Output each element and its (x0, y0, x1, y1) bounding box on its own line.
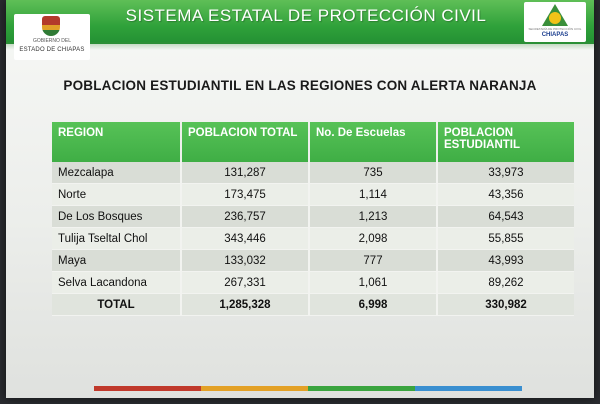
student-population-cell: 33,973 (438, 162, 574, 184)
chiapas-government-logo: GOBIERNO DEL ESTADO DE CHIAPAS (14, 14, 90, 60)
student-population-cell: 89,262 (438, 272, 574, 294)
color-bar-segment (94, 386, 201, 391)
total-student-population: 330,982 (438, 294, 574, 316)
table-row: Mezcalapa 131,287 735 33,973 (52, 162, 574, 184)
student-population-cell: 43,993 (438, 250, 574, 272)
logo-line-2: ESTADO DE CHIAPAS (19, 47, 85, 53)
color-bar-segment (415, 386, 522, 391)
decorative-color-bar (94, 386, 522, 391)
schools-cell: 1,213 (310, 206, 438, 228)
population-cell: 236,757 (182, 206, 310, 228)
population-cell: 131,287 (182, 162, 310, 184)
schools-cell: 735 (310, 162, 438, 184)
student-population-cell: 55,855 (438, 228, 574, 250)
region-cell: De Los Bosques (52, 206, 182, 228)
slide: SISTEMA ESTATAL DE PROTECCIÓN CIVIL GOBI… (6, 0, 594, 398)
logo-subtext: SECRETARÍA DE PROTECCIÓN CIVIL (528, 27, 582, 31)
student-population-cell: 64,543 (438, 206, 574, 228)
region-cell: Maya (52, 250, 182, 272)
page-title: POBLACION ESTUDIANTIL EN LAS REGIONES CO… (63, 78, 537, 93)
emblem-icon (549, 12, 561, 24)
population-cell: 133,032 (182, 250, 310, 272)
logo-line-1: GOBIERNO DEL (32, 38, 72, 44)
table-row: Selva Lacandona 267,331 1,061 89,262 (52, 272, 574, 294)
total-schools: 6,998 (310, 294, 438, 316)
color-bar-segment (201, 386, 308, 391)
population-cell: 343,446 (182, 228, 310, 250)
region-cell: Tulija Tseltal Chol (52, 228, 182, 250)
regions-table: REGION POBLACION TOTAL No. De Escuelas P… (52, 122, 574, 316)
logo-label: CHIAPAS (541, 32, 569, 38)
total-label: TOTAL (52, 294, 182, 316)
schools-cell: 777 (310, 250, 438, 272)
region-cell: Norte (52, 184, 182, 206)
table-row: Tulija Tseltal Chol 343,446 2,098 55,855 (52, 228, 574, 250)
student-population-cell: 43,356 (438, 184, 574, 206)
schools-cell: 1,061 (310, 272, 438, 294)
table-row: De Los Bosques 236,757 1,213 64,543 (52, 206, 574, 228)
color-bar-segment (308, 386, 415, 391)
region-cell: Mezcalapa (52, 162, 182, 184)
region-cell: Selva Lacandona (52, 272, 182, 294)
population-cell: 267,331 (182, 272, 310, 294)
schools-cell: 2,098 (310, 228, 438, 250)
column-header-student-population: POBLACION ESTUDIANTIL (438, 122, 574, 162)
header-title: SISTEMA ESTATAL DE PROTECCIÓN CIVIL (125, 6, 487, 25)
column-header-population: POBLACION TOTAL (182, 122, 310, 162)
table-header-row: REGION POBLACION TOTAL No. De Escuelas P… (52, 122, 574, 162)
coat-of-arms-icon (42, 16, 60, 36)
civil-protection-logo: SECRETARÍA DE PROTECCIÓN CIVIL CHIAPAS (524, 2, 586, 42)
column-header-schools: No. De Escuelas (310, 122, 438, 162)
table-row: Maya 133,032 777 43,993 (52, 250, 574, 272)
total-row: TOTAL 1,285,328 6,998 330,982 (52, 294, 574, 316)
population-cell: 173,475 (182, 184, 310, 206)
total-population: 1,285,328 (182, 294, 310, 316)
column-header-region: REGION (52, 122, 182, 162)
schools-cell: 1,114 (310, 184, 438, 206)
table-row: Norte 173,475 1,114 43,356 (52, 184, 574, 206)
header-band: SISTEMA ESTATAL DE PROTECCIÓN CIVIL (6, 0, 594, 50)
